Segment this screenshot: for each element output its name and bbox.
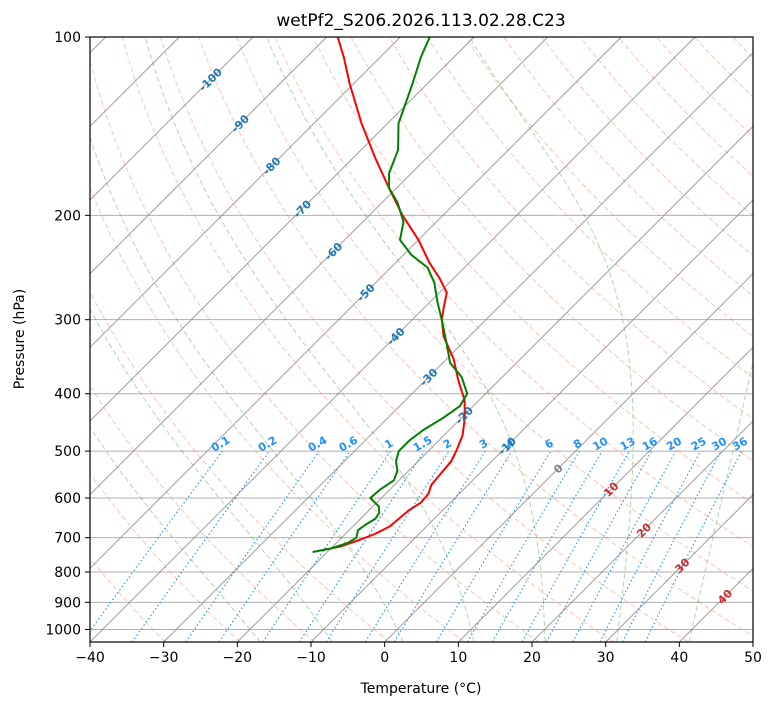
- mixing-ratio-line: [185, 450, 320, 642]
- x-axis-ticks: −40 −30 −20 −10 0 10 20 30 40 50: [75, 642, 762, 666]
- dewpoint-profile-line: [312, 37, 469, 553]
- y-axis-ticks: 100 200 300 400 500 600 700 800 900 1000: [45, 30, 90, 638]
- isotherm-line: [752, 641, 753, 642]
- isotherm-line: [237, 125, 753, 642]
- dry-adiabat-line: [350, 37, 753, 462]
- mixing-ratio-line: [131, 450, 270, 642]
- mixing-ratio-line: [435, 450, 552, 642]
- y-tick-label: 200: [54, 208, 81, 224]
- isotherms: [90, 37, 753, 642]
- isotherm-line: [90, 37, 475, 422]
- y-axis-title: Pressure (hPa): [12, 289, 28, 389]
- isotherm-line: [605, 494, 753, 642]
- x-tick-label: −10: [296, 650, 326, 666]
- pressure-gridlines: [90, 37, 753, 630]
- dry-adiabat-line: [465, 37, 753, 337]
- dry-adiabat-line: [236, 37, 753, 592]
- moist-adiabat-line: [266, 37, 546, 642]
- plot-background: [90, 37, 753, 642]
- mixing-ratio-line: [491, 450, 603, 642]
- mixing-ratio-line: [90, 450, 223, 632]
- isotherm-line: [90, 37, 401, 348]
- y-tick-label: 400: [54, 387, 81, 403]
- x-tick-label: −40: [75, 650, 105, 666]
- mixing-ratio-line: [521, 450, 630, 642]
- x-tick-label: 0: [380, 650, 389, 666]
- dry-adiabat-line: [90, 384, 316, 642]
- isotherm-line: [90, 37, 696, 642]
- dry-adiabat-line: [426, 37, 753, 378]
- isotherm-line: [90, 37, 327, 275]
- moist-adiabat-line: [144, 37, 475, 642]
- isotherm-line: [531, 420, 753, 642]
- dry-adiabat-line: [579, 37, 753, 217]
- y-tick-label: 300: [54, 313, 81, 329]
- isotherm-line: [310, 199, 753, 642]
- y-tick-label: 500: [54, 444, 81, 460]
- dry-adiabat-line: [121, 37, 614, 642]
- dry-adiabat-line: [90, 472, 241, 642]
- mixing-ratio-line: [325, 450, 450, 642]
- y-tick-label: 600: [54, 491, 81, 507]
- x-tick-label: 40: [670, 650, 688, 666]
- dry-adiabat-line: [274, 37, 753, 548]
- mixing-ratio-line: [364, 450, 486, 642]
- y-tick-label: 900: [54, 595, 81, 611]
- moist-adiabat-line: [90, 135, 404, 642]
- x-tick-label: −20: [223, 650, 253, 666]
- dry-adiabat-line: [90, 186, 465, 642]
- mixing-ratio-line: [218, 450, 351, 642]
- chart-title: wetPf2_S206.2026.113.02.28.C23: [276, 11, 565, 31]
- dry-adiabat-line: [503, 37, 753, 297]
- isotherm-line: [384, 273, 753, 642]
- isotherm-line: [90, 37, 548, 496]
- dry-adiabats: [90, 37, 775, 642]
- dry-adiabat-line: [771, 37, 775, 642]
- x-tick-label: 30: [597, 650, 615, 666]
- sounding-series: [312, 37, 469, 553]
- mixing-ratio-line: [572, 450, 677, 642]
- x-tick-label: 20: [523, 650, 541, 666]
- isotherm-line: [163, 52, 753, 642]
- dry-adiabat-line: [159, 37, 689, 642]
- dry-adiabat-line: [312, 37, 753, 505]
- plot-frame: [89, 36, 754, 643]
- moist-adiabat-line: [90, 308, 333, 642]
- x-tick-label: 10: [449, 650, 467, 666]
- moist-adiabat-line: [90, 426, 261, 642]
- mixing-ratio-line: [393, 450, 513, 642]
- x-tick-label: −30: [149, 650, 179, 666]
- dry-adiabat-line: [90, 59, 540, 642]
- isotherm-line: [90, 37, 622, 569]
- y-tick-label: 1000: [45, 622, 81, 638]
- moist-adiabat-line: [688, 358, 753, 642]
- isotherm-line: [458, 346, 753, 642]
- y-tick-label: 100: [54, 30, 81, 46]
- x-axis-title: Temperature (°C): [360, 681, 482, 697]
- isotherm-line: [90, 37, 254, 201]
- y-tick-label: 800: [54, 565, 81, 581]
- moist-adiabats: [90, 37, 753, 642]
- mixing-ratio-line: [467, 450, 580, 642]
- x-tick-label: 50: [744, 650, 762, 666]
- y-tick-label: 700: [54, 531, 81, 547]
- dry-adiabat-line: [90, 291, 390, 642]
